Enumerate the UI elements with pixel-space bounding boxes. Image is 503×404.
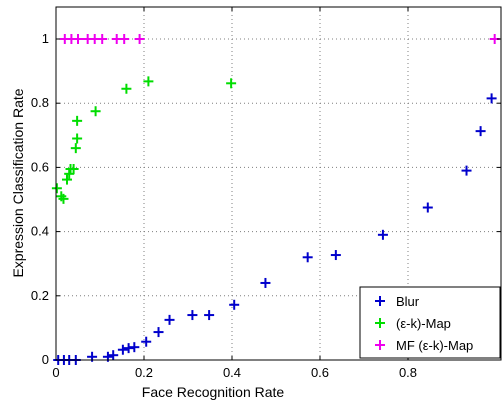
x-axis-label: Face Recognition Rate	[142, 384, 285, 400]
blur-point	[187, 310, 198, 321]
blur-point	[129, 342, 140, 353]
x-tick-label: 0.8	[399, 365, 417, 380]
blur-point	[461, 165, 472, 176]
y-tick-label: 1	[42, 31, 49, 46]
legend-marker-blur	[375, 296, 385, 306]
legend-label-mf-ek-map: MF (ε-k)-Map	[396, 338, 473, 353]
ek-map-point	[72, 115, 83, 126]
plot-frame	[55, 6, 502, 361]
x-tick-label: 0.6	[311, 365, 329, 380]
y-tick-label: 0.2	[31, 288, 49, 303]
grid-lines	[56, 7, 501, 360]
y-tick-label: 0.6	[31, 159, 49, 174]
blur-point	[330, 250, 341, 261]
legend-label-blur: Blur	[396, 294, 420, 309]
blur-point	[141, 336, 152, 347]
blur-point	[486, 93, 497, 104]
legend: Blur (ε-k)-Map MF (ε-k)-Map	[359, 286, 501, 359]
ek-map-point	[90, 106, 101, 117]
blur-point	[377, 229, 388, 240]
mf-ek-map-point	[97, 34, 108, 44]
legend-marker-mf-ek-map	[375, 340, 385, 350]
ek-map-point	[64, 168, 75, 179]
ek-map-point	[226, 78, 237, 89]
ek-map-point	[70, 143, 81, 154]
ek-map-point	[143, 76, 154, 87]
ek-map-point	[51, 183, 62, 194]
blur-point	[108, 350, 119, 361]
blur-point	[117, 344, 128, 355]
y-tick-label: 0.4	[31, 224, 49, 239]
blur-point	[422, 202, 433, 213]
ek-map-point	[58, 193, 69, 204]
x-tick-label: 0.4	[223, 365, 241, 380]
mf-ek-map-point	[134, 34, 145, 44]
legend-items: Blur (ε-k)-Map MF (ε-k)-Map	[375, 294, 473, 353]
y-axis-label: Expression Classification Rate	[10, 88, 26, 277]
y-tick-label: 0.8	[31, 95, 49, 110]
blur-point	[164, 314, 175, 325]
mf-ek-map-point	[119, 34, 130, 44]
y-tick-label: 0	[42, 352, 49, 367]
blur-point	[475, 126, 486, 137]
ek-map-point	[121, 83, 132, 94]
blur-point	[153, 327, 164, 338]
blur-point	[302, 252, 313, 263]
ek-map-point	[68, 164, 79, 175]
mf-ek-map-point	[73, 34, 83, 44]
legend-label-ek-map: (ε-k)-Map	[396, 316, 451, 331]
legend-marker-ek-map	[375, 318, 385, 328]
blur-point	[260, 277, 271, 288]
blur-point	[204, 310, 215, 321]
x-tick-label: 0	[52, 365, 59, 380]
ek-map-point	[72, 133, 83, 144]
ek-map-point	[62, 174, 72, 185]
x-tick-label: 0.2	[135, 365, 153, 380]
blur-point	[229, 299, 240, 310]
